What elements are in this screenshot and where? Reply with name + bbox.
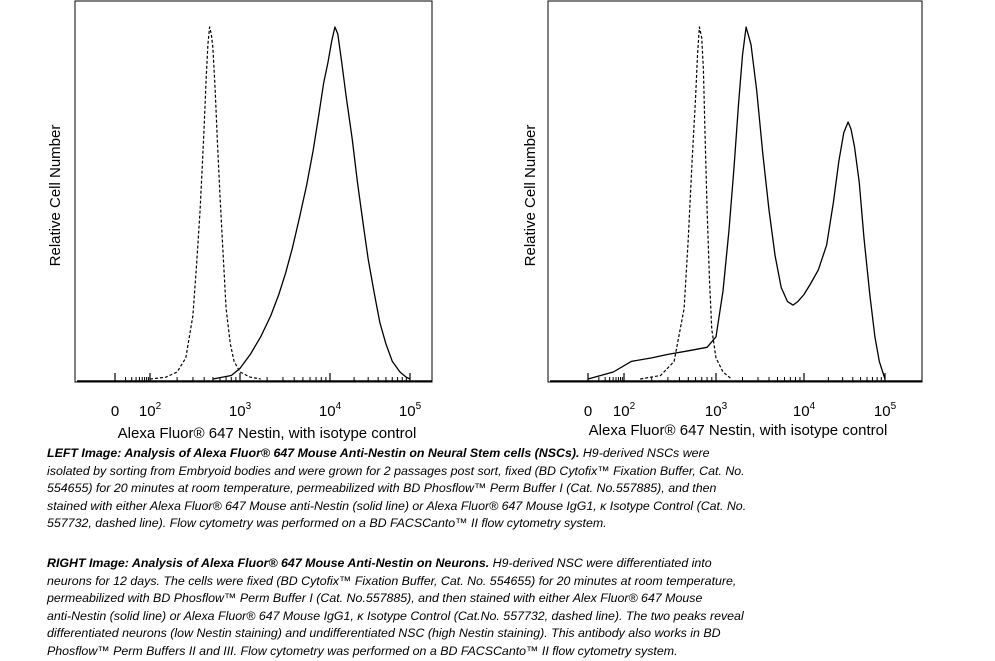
right-image-caption: RIGHT Image: Analysis of Alexa Fluor® 64… [47, 555, 867, 661]
right-tick-exponent: 4 [810, 401, 816, 412]
left-tick-base: 10 [229, 403, 246, 420]
right-tick-exponent: 2 [630, 401, 636, 412]
left-dashed-histogram-line [149, 26, 261, 380]
right-tick-base: 10 [793, 403, 810, 420]
right-tick-label-3: 104 [793, 401, 816, 420]
left-image-caption: LEFT Image: Analysis of Alexa Fluor® 647… [47, 445, 867, 533]
right-caption-line-0: H9-derived NSC were differentiated into [489, 556, 712, 570]
left-y-axis-label: Relative Cell Number [47, 125, 64, 267]
left-caption-line-4: 557732, dashed line). Flow cytometry was… [47, 516, 607, 531]
right-tick-base: 10 [874, 403, 891, 420]
right-tick-label-4: 105 [874, 401, 897, 420]
left-tick-exponent: 2 [156, 401, 162, 412]
right-caption-line-1: neurons for 12 days. The cells were fixe… [47, 573, 737, 588]
left-tick-label-2: 103 [229, 401, 252, 420]
left-caption-title: LEFT Image: Analysis of Alexa Fluor® 647… [47, 446, 580, 460]
left-solid-histogram-line [212, 26, 411, 380]
right-dashed-histogram-line [640, 26, 732, 380]
right-caption-line-3: anti-Nestin (solid line) or Alexa Fluor®… [47, 608, 744, 623]
left-tick-base: 10 [139, 403, 156, 420]
right-tick-exponent: 3 [722, 401, 728, 412]
left-tick-exponent: 3 [246, 401, 252, 412]
right-tick-base: 10 [613, 403, 630, 420]
left-x-axis-label: Alexa Fluor® 647 Nestin, with isotype co… [118, 425, 417, 442]
right-tick-label-1: 102 [613, 401, 636, 420]
left-tick-label-4: 105 [399, 401, 422, 420]
right-y-axis-label: Relative Cell Number [522, 125, 539, 267]
right-x-axis-label: Alexa Fluor® 647 Nestin, with isotype co… [589, 422, 888, 439]
right-caption-line-4: differentiated neurons (low Nestin stain… [47, 626, 721, 641]
left-caption-line-1: isolated by sorting from Embryoid bodies… [47, 463, 745, 478]
left-tick-label-3: 104 [319, 401, 342, 420]
right-caption-line-5: Phosflow™ Perm Buffers II and III. Flow … [47, 643, 678, 658]
left-caption-line-3: stained with either Alexa Fluor® 647 Mou… [47, 498, 747, 513]
left-plot-frame [74, 0, 433, 383]
left-caption-line-0: H9-derived NSCs were [579, 446, 710, 460]
right-tick-label-2: 103 [705, 401, 728, 420]
right-caption-line-2: permeabilized with BD Phosflow™ Perm Buf… [47, 591, 703, 606]
left-tick-label-1: 102 [139, 401, 162, 420]
left-tick-base: 0 [111, 403, 119, 420]
right-plot-frame [547, 0, 923, 383]
left-tick-base: 10 [399, 403, 416, 420]
right-tick-base: 0 [584, 403, 592, 420]
left-tick-base: 10 [319, 403, 336, 420]
right-caption-title: RIGHT Image: Analysis of Alexa Fluor® 64… [47, 556, 490, 570]
left-tick-label-0: 0 [111, 403, 119, 420]
right-tick-exponent: 5 [891, 401, 897, 412]
left-tick-exponent: 5 [416, 401, 422, 412]
left-caption-line-2: 554655) for 20 minutes at room temperatu… [47, 481, 717, 496]
left-tick-exponent: 4 [336, 401, 342, 412]
right-tick-label-0: 0 [584, 403, 592, 420]
right-tick-base: 10 [705, 403, 722, 420]
right-solid-histogram-line [587, 26, 886, 380]
